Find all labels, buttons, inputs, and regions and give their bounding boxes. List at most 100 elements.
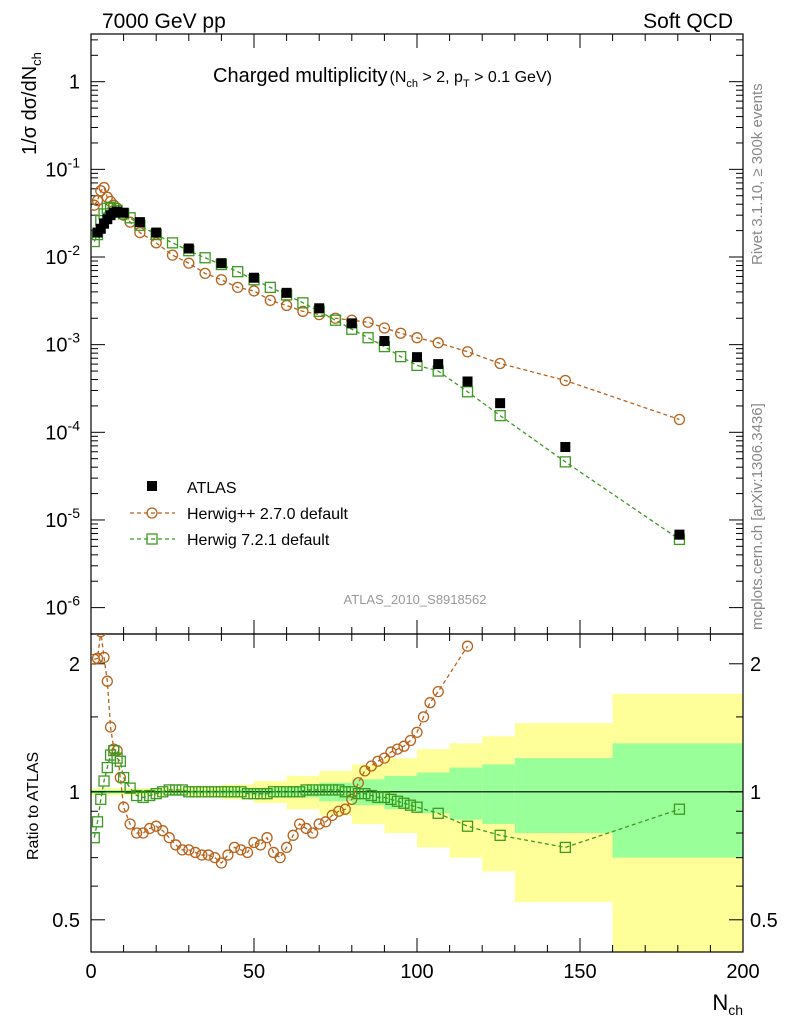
point-ratio-herwig7	[404, 799, 417, 811]
point-ratio-herwig7	[101, 761, 113, 774]
point-ratio-herwig7	[196, 786, 208, 798]
point-atlas	[95, 223, 106, 234]
x-tick-label: 150	[563, 961, 596, 983]
point-atlas	[495, 398, 506, 409]
point-herwig7	[362, 332, 374, 344]
point-herwigpp	[134, 226, 146, 239]
point-atlas	[112, 206, 123, 217]
point-ratio-herwigpp	[254, 839, 267, 851]
x-tick-label: 50	[243, 961, 265, 983]
point-ratio-herwigpp	[398, 740, 410, 752]
point-atlas	[379, 336, 390, 347]
point-atlas	[118, 207, 129, 218]
point-ratio-herwigpp	[202, 849, 215, 861]
point-atlas	[183, 243, 194, 254]
point-ratio-herwigpp	[307, 827, 319, 839]
point-herwigpp	[432, 337, 444, 349]
point-ratio-herwig7	[432, 807, 444, 819]
point-ratio-herwig7	[365, 789, 378, 802]
legend-atlas-label: ATLAS	[187, 480, 237, 497]
series-line-herwig7	[93, 206, 680, 540]
point-atlas	[151, 227, 162, 238]
point-ratio-herwigpp	[144, 822, 156, 835]
point-ratio-herwigpp	[287, 829, 299, 841]
ratio-y-tick-label-right: 0.5	[750, 910, 778, 932]
point-ratio-herwigpp	[372, 755, 384, 767]
point-ratio-herwigpp	[157, 825, 169, 837]
point-ratio-herwigpp	[130, 827, 143, 839]
series-herwigpp	[91, 181, 686, 426]
point-herwigpp	[248, 285, 260, 297]
mcplots-label: mcplots.cern.ch [arXiv:1306.3436]	[749, 403, 766, 630]
main-title: Charged multiplicity (Nch > 2, pT > 0.1 G…	[213, 65, 552, 90]
point-ratio-herwigpp	[104, 721, 117, 733]
point-ratio-herwigpp	[215, 857, 228, 869]
point-ratio-herwigpp	[261, 832, 273, 844]
header-right: Soft QCD	[643, 10, 733, 33]
point-atlas	[134, 217, 145, 228]
series-ratio-herwig7	[91, 744, 686, 854]
point-atlas	[462, 376, 473, 387]
point-ratio-herwigpp	[320, 816, 332, 828]
point-herwigpp	[264, 294, 276, 307]
point-herwigpp	[559, 374, 571, 387]
point-ratio-herwig7	[293, 786, 306, 798]
point-herwigpp	[91, 194, 104, 207]
point-ratio-herwig7	[111, 752, 123, 764]
legend: ATLAS Herwig++ 2.7.0 default Herwig 7.2.…	[130, 480, 349, 549]
band-inner	[612, 743, 743, 858]
point-ratio-herwigpp	[280, 841, 293, 854]
x-tick-label: 100	[400, 961, 433, 983]
point-ratio-herwig7	[559, 841, 571, 854]
legend-herwig7-label: Herwig 7.2.1 default	[187, 532, 330, 549]
point-ratio-herwig7	[124, 782, 136, 794]
series-line-herwigpp	[93, 186, 680, 421]
point-atlas	[249, 272, 259, 283]
point-ratio-herwigpp	[385, 746, 397, 758]
point-ratio-herwig7	[378, 791, 391, 804]
point-ratio-herwigpp	[424, 697, 436, 709]
point-ratio-herwig7	[359, 787, 371, 800]
point-herwigpp	[411, 332, 423, 344]
point-atlas	[433, 359, 444, 370]
point-ratio-herwigpp	[274, 852, 286, 864]
ratio-y-tick-label-right: 1	[750, 782, 761, 804]
point-ratio-herwigpp	[196, 849, 208, 861]
point-herwig7	[264, 281, 276, 294]
point-ratio-herwigpp	[98, 651, 110, 664]
point-atlas	[281, 287, 292, 298]
point-ratio-herwig7	[183, 786, 195, 798]
point-ratio-herwigpp	[404, 734, 417, 747]
point-ratio-herwig7	[215, 786, 228, 798]
point-ratio-herwig7	[98, 775, 110, 787]
point-herwig7	[166, 237, 179, 249]
point-ratio-herwigpp	[241, 846, 254, 859]
ratio-ylabel: Ratio to ATLAS	[25, 752, 42, 860]
point-ratio-herwig7	[307, 784, 319, 796]
ratio-y-tick-label-right: 2	[750, 654, 761, 676]
point-ratio-herwigpp	[339, 803, 351, 815]
point-herwigpp	[95, 185, 107, 197]
point-ratio-herwigpp	[411, 726, 423, 738]
point-ratio-herwig7	[274, 786, 286, 798]
point-ratio-herwig7	[91, 832, 100, 844]
point-herwigpp	[378, 322, 391, 334]
point-ratio-herwig7	[398, 797, 410, 809]
point-ratio-herwig7	[163, 784, 175, 796]
point-herwigpp	[494, 357, 506, 370]
point-ratio-herwig7	[108, 744, 120, 757]
point-herwig7	[395, 350, 407, 363]
point-herwigpp	[362, 316, 374, 328]
main-ylabel: 1/σ dσ/dNch	[19, 52, 44, 155]
point-atlas	[412, 352, 422, 363]
point-ratio-herwig7	[346, 786, 358, 798]
point-ratio-herwig7	[494, 829, 506, 841]
point-ratio-herwigpp	[235, 844, 247, 856]
point-ratio-herwig7	[673, 803, 686, 815]
point-ratio-herwig7	[372, 791, 384, 804]
point-herwigpp	[232, 281, 244, 294]
band-inner	[514, 758, 613, 834]
point-atlas	[216, 258, 227, 269]
point-ratio-herwigpp	[333, 805, 345, 817]
